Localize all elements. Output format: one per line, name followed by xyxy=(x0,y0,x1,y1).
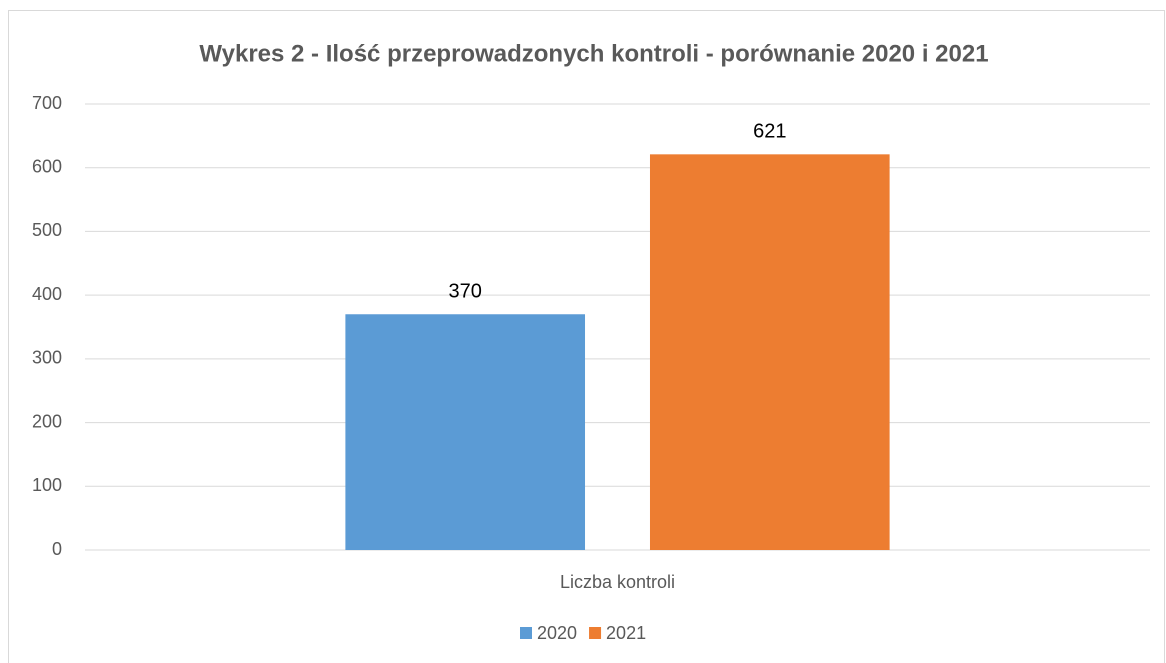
y-tick-label: 100 xyxy=(32,475,62,495)
legend-swatch xyxy=(520,627,532,639)
data-label: 621 xyxy=(753,121,786,143)
x-tick-label: Liczba kontroli xyxy=(560,572,675,592)
legend-swatch xyxy=(589,627,602,639)
y-tick-label: 700 xyxy=(32,93,62,113)
chart-title: Wykres 2 - Ilość przeprowadzonych kontro… xyxy=(199,40,988,67)
y-tick-label: 0 xyxy=(52,539,62,559)
bar xyxy=(649,154,890,550)
data-label: 370 xyxy=(449,281,482,303)
chart-border xyxy=(8,10,1165,663)
bar xyxy=(345,314,586,550)
legend-label: 2021 xyxy=(606,623,646,643)
legend-label: 2020 xyxy=(537,623,577,643)
y-tick-label: 600 xyxy=(32,156,62,176)
y-tick-label: 400 xyxy=(32,284,62,304)
y-tick-label: 200 xyxy=(32,411,62,431)
y-tick-label: 500 xyxy=(32,220,62,240)
y-tick-label: 300 xyxy=(32,348,62,368)
